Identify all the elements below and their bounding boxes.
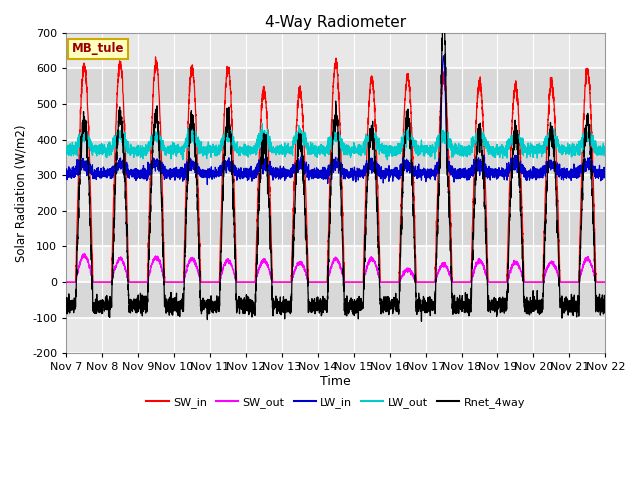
Bar: [67, 140, 605, 175]
Bar: [67, 68, 605, 104]
Bar: [67, 33, 605, 68]
Bar: [67, 211, 605, 246]
Legend: SW_in, SW_out, LW_in, LW_out, Rnet_4way: SW_in, SW_out, LW_in, LW_out, Rnet_4way: [142, 392, 529, 412]
Bar: [67, 104, 605, 140]
Y-axis label: Solar Radiation (W/m2): Solar Radiation (W/m2): [15, 124, 28, 262]
X-axis label: Time: Time: [321, 375, 351, 388]
Bar: [67, 246, 605, 282]
Title: 4-Way Radiometer: 4-Way Radiometer: [265, 15, 406, 30]
Bar: [67, 282, 605, 318]
Bar: [67, 175, 605, 211]
Text: MB_tule: MB_tule: [72, 42, 124, 55]
Bar: [67, 318, 605, 353]
